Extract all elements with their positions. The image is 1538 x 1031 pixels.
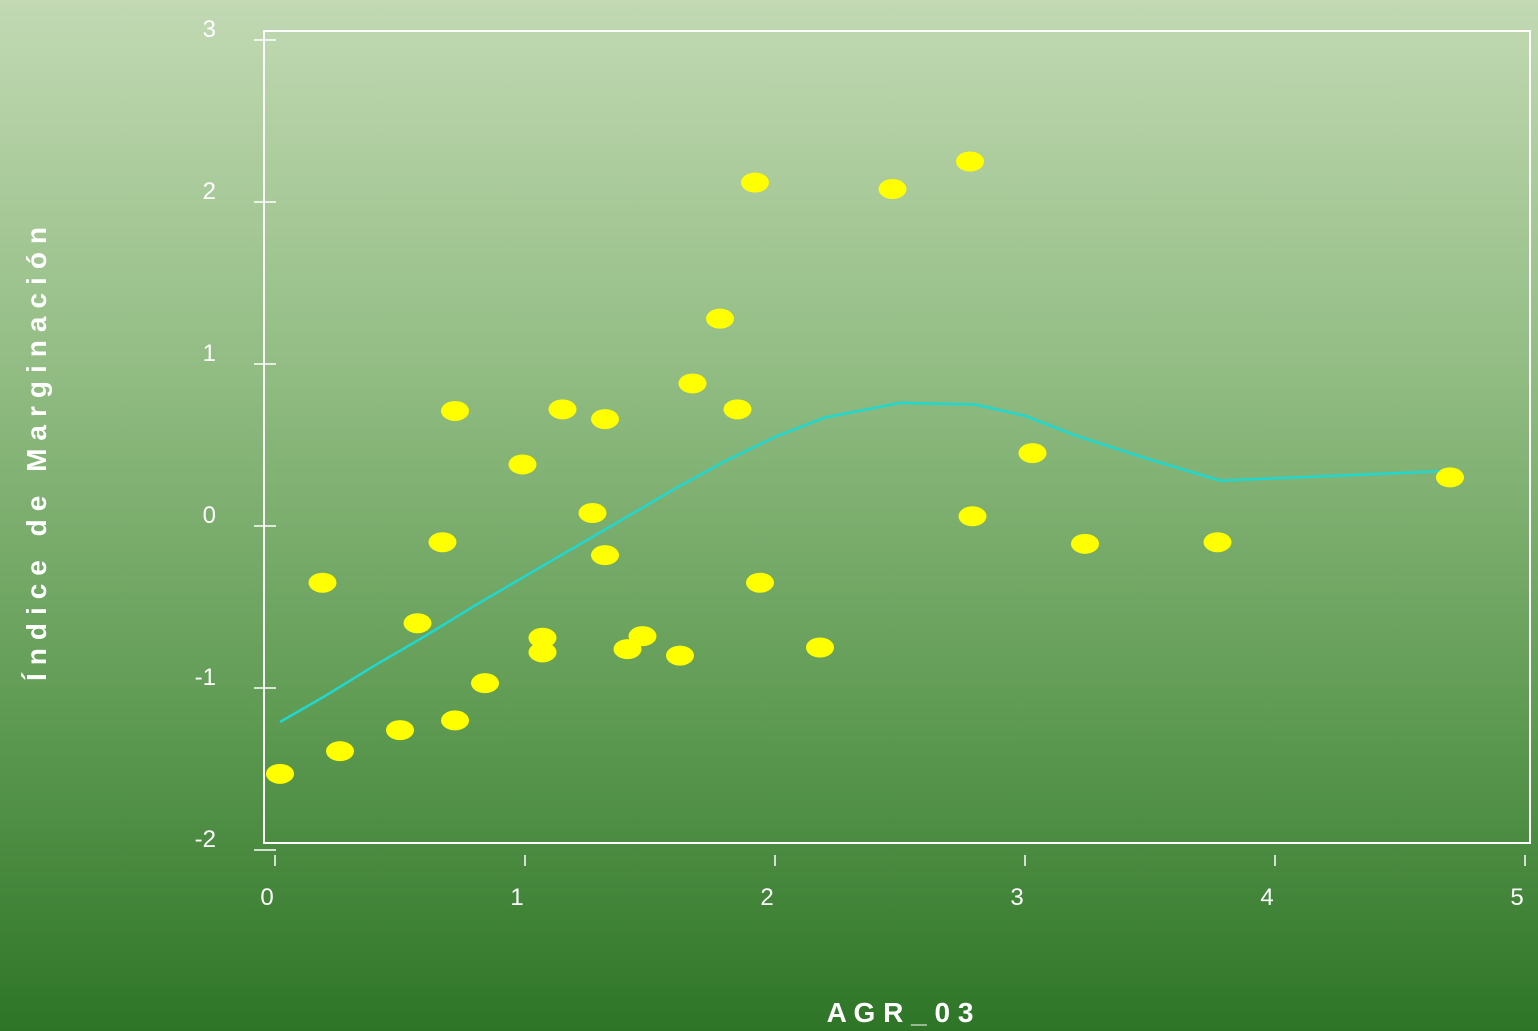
y-tick-label-3: 1: [203, 340, 216, 367]
data-point-26: [956, 151, 984, 172]
x-axis-title: A G R _ 0 3: [827, 997, 974, 1028]
data-point-29: [1071, 533, 1099, 554]
trend-line: [279, 401, 1451, 724]
x-tick-label-5: 5: [1510, 884, 1523, 911]
data-point-21: [723, 399, 752, 420]
y-tick-label-4: 2: [203, 178, 216, 205]
data-point-31: [1436, 467, 1464, 488]
data-point-30: [1203, 532, 1232, 553]
data-point-22: [741, 172, 769, 193]
x-tick-label-2: 2: [760, 884, 773, 911]
data-point-25: [878, 179, 907, 200]
x-tick-label-3: 3: [1010, 884, 1023, 911]
data-point-2: [326, 741, 354, 762]
x-tick-label-4: 4: [1260, 884, 1273, 911]
data-point-17: [628, 626, 657, 647]
data-point-12: [548, 399, 577, 420]
data-point-24: [806, 637, 834, 658]
data-point-5: [428, 532, 457, 553]
x-tick-label-0: 0: [260, 884, 273, 911]
data-point-10: [528, 627, 557, 648]
data-point-4: [403, 613, 432, 634]
data-point-6: [441, 400, 469, 421]
data-point-0: [266, 763, 294, 784]
data-point-18: [666, 645, 694, 666]
y-tick-label-2: 0: [203, 502, 216, 529]
data-point-27: [958, 506, 987, 527]
data-point-1: [308, 572, 337, 593]
data-point-28: [1018, 443, 1047, 464]
data-point-8: [471, 673, 499, 694]
data-point-13: [578, 503, 607, 524]
data-point-15: [591, 545, 619, 566]
y-tick-label-0: -2: [195, 826, 216, 853]
data-point-3: [386, 720, 414, 741]
data-point-9: [508, 454, 537, 475]
data-point-11: [528, 642, 557, 663]
data-point-19: [678, 373, 707, 394]
data-point-7: [441, 710, 469, 731]
y-tick-label-5: 3: [203, 16, 216, 43]
y-axis-title: Índice de Marginación: [21, 219, 52, 681]
data-point-23: [746, 572, 774, 593]
data-point-20: [706, 308, 734, 329]
data-point-14: [591, 409, 619, 430]
y-tick-label-1: -1: [195, 664, 216, 691]
plot-frame: [263, 30, 1531, 844]
x-tick-label-1: 1: [510, 884, 523, 911]
